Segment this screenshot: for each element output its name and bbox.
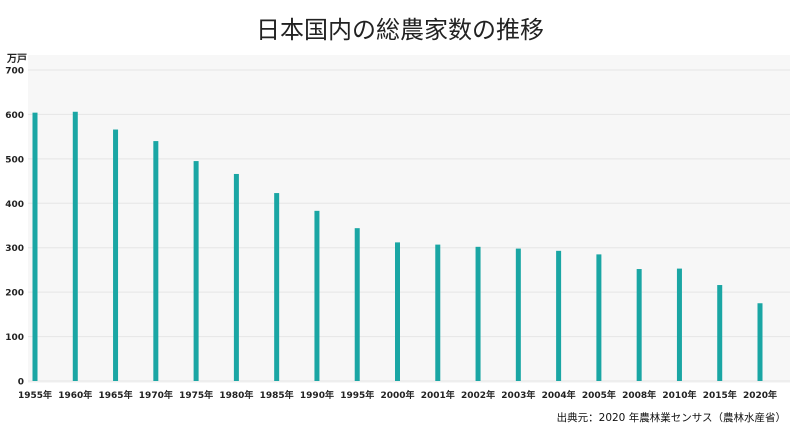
bar <box>354 228 360 381</box>
x-tick-label: 2015年 <box>703 389 737 401</box>
bars <box>32 111 763 382</box>
x-tick-label: 1970年 <box>139 389 173 401</box>
x-tick-label: 2000年 <box>380 389 414 401</box>
y-tick-label: 400 <box>5 200 24 210</box>
x-tick-label: 1990年 <box>300 389 334 401</box>
bar <box>636 269 642 381</box>
bar <box>233 173 239 381</box>
x-tick-label: 2001年 <box>421 389 455 401</box>
x-tick-label: 1955年 <box>18 389 52 401</box>
x-tick-label: 1975年 <box>179 389 213 401</box>
bar <box>153 141 159 381</box>
bar <box>72 111 78 382</box>
bar <box>515 248 521 381</box>
y-axis-ticks: 0 100 200 300 400 500 600 700 <box>5 67 24 388</box>
bar <box>274 193 280 381</box>
x-tick-label: 2004年 <box>542 389 576 401</box>
bar <box>32 112 38 381</box>
bar <box>435 244 441 381</box>
y-tick-label: 500 <box>5 155 24 165</box>
x-tick-label: 1965年 <box>99 389 133 401</box>
bar <box>556 250 562 381</box>
bar <box>113 129 119 381</box>
bar <box>757 303 763 381</box>
bar <box>596 254 602 381</box>
bar <box>717 285 723 381</box>
bar <box>395 242 400 381</box>
x-tick-label: 2010年 <box>662 389 696 401</box>
y-tick-label: 0 <box>18 378 24 388</box>
x-axis-ticks: 1955年 1960年 1965年 1970年 1975年 1980年 1985年 1990年… <box>18 389 777 401</box>
x-tick-label: 2002年 <box>461 389 495 401</box>
y-tick-label: 600 <box>5 111 24 121</box>
source-note: 出典元：2020 年農林業センサス（農林水産省） <box>556 412 786 424</box>
x-tick-label: 2020年 <box>743 389 777 401</box>
x-tick-label: 1985年 <box>260 389 294 401</box>
x-tick-label: 2005年 <box>582 389 616 401</box>
bar <box>193 161 199 381</box>
bar <box>676 268 682 381</box>
x-tick-label: 1995年 <box>340 389 374 401</box>
y-tick-label: 300 <box>5 244 24 254</box>
bar <box>475 246 481 381</box>
y-tick-label: 700 <box>5 67 24 77</box>
x-tick-label: 2003年 <box>501 389 535 401</box>
bar <box>314 210 320 381</box>
x-tick-label: 1980年 <box>219 389 253 401</box>
y-tick-label: 200 <box>5 289 24 299</box>
x-tick-label: 1960年 <box>58 389 92 401</box>
y-axis-label: 万戸 <box>6 53 27 65</box>
chart-title: 日本国内の総農家数の推移 <box>256 16 544 44</box>
y-tick-label: 100 <box>5 333 24 343</box>
plot-background <box>28 55 790 383</box>
x-tick-label: 2008年 <box>622 389 656 401</box>
